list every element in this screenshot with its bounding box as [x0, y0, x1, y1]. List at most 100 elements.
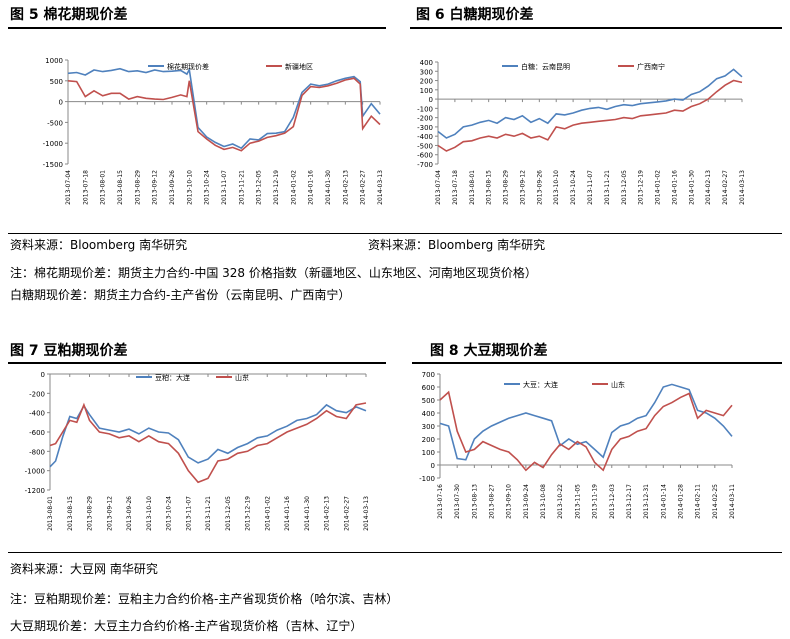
sugar-x-tick-label: 2013-09-26	[536, 170, 543, 205]
soybean-x-tick-label: 2014-02-11	[695, 484, 702, 519]
soybean-y-tick-label: 300	[422, 423, 435, 431]
sugar-legend-label: 白糖：云南昆明	[521, 62, 570, 71]
sugar-y-tick-label: -700	[417, 161, 433, 169]
soymeal-x-tick-label: 2013-11-21	[205, 496, 212, 531]
soybean-legend-label: 大豆：大连	[523, 380, 558, 389]
soybean-x-tick-label: 2013-11-05	[574, 484, 581, 519]
soymeal-x-tick-label: 2014-03-13	[363, 496, 370, 531]
source-left: 资料来源：Bloomberg 南华研究	[10, 238, 188, 252]
sugar-y-tick-label: -600	[417, 152, 433, 160]
soymeal-y-tick-label: -400	[29, 410, 45, 418]
top-rule-left	[8, 27, 386, 29]
sugar-legend-label: 广西南宁	[637, 62, 665, 71]
soymeal-legend-label: 豆粕：大连	[155, 373, 190, 382]
soybean-series-1-line	[439, 383, 733, 461]
sugar-x-tick-label: 2013-10-10	[553, 170, 560, 205]
soymeal-y-tick-label: -800	[29, 448, 45, 456]
sugar-x-tick-label: 2014-01-30	[688, 170, 695, 205]
soybean-x-tick-label: 2013-10-22	[557, 484, 564, 519]
cotton-y-tick-label: 500	[50, 78, 63, 86]
sugar-x-tick-label: 2013-07-04	[435, 170, 442, 205]
fig5-title: 图 5 棉花期现价差	[10, 7, 128, 23]
source-bottom: 资料来源：大豆网 南华研究	[10, 562, 158, 576]
cotton-x-tick-label: 2013-08-15	[117, 170, 124, 205]
soymeal-x-tick-label: 2013-12-05	[225, 496, 232, 531]
cotton-x-tick-label: 2014-02-13	[342, 170, 349, 205]
soymeal-x-tick-label: 2013-09-26	[126, 496, 133, 531]
sugar-y-tick-label: -100	[417, 105, 433, 113]
cotton-x-tick-label: 2013-07-18	[82, 170, 89, 205]
cotton-y-tick-label: -1500	[43, 161, 63, 169]
soybean-x-tick-label: 2013-11-19	[592, 484, 599, 519]
cotton-x-tick-label: 2013-11-21	[238, 170, 245, 205]
soymeal-x-tick-label: 2014-02-13	[324, 496, 331, 531]
soymeal-y-tick-label: 0	[41, 371, 45, 379]
soymeal-y-tick-label: -600	[29, 429, 45, 437]
cotton-y-tick-label: 1000	[45, 57, 63, 65]
soybean-y-tick-label: 200	[422, 436, 435, 444]
soymeal-legend-label: 山东	[235, 373, 249, 382]
cotton-x-tick-label: 2013-08-29	[134, 170, 141, 205]
soymeal-x-tick-label: 2014-01-02	[264, 496, 271, 531]
fig6-title: 图 6 白糖期现价差	[416, 7, 534, 23]
soybean-y-tick-label: 0	[431, 462, 435, 470]
sugar-x-tick-label: 2013-08-01	[469, 170, 476, 205]
soymeal-x-tick-label: 2014-02-27	[343, 496, 350, 531]
soybean-x-tick-label: 2013-10-08	[540, 484, 547, 519]
cotton-x-tick-label: 2013-11-07	[221, 170, 228, 205]
cotton-x-tick-label: 2014-03-13	[377, 170, 384, 205]
cotton-x-tick-label: 2013-08-01	[100, 170, 107, 205]
soybean-x-tick-label: 2014-02-25	[712, 484, 719, 519]
source-right: 资料来源：Bloomberg 南华研究	[368, 238, 546, 252]
soymeal-x-tick-label: 2013-12-19	[245, 496, 252, 531]
cotton-note: 注：棉花期现价差：期货主力合约-中国 328 价格指数（新疆地区、山东地区、河南…	[10, 266, 537, 280]
fig7-title: 图 7 豆粕期现价差	[10, 343, 128, 359]
soymeal-x-tick-label: 2013-08-15	[67, 496, 74, 531]
soymeal-x-tick-label: 2013-10-10	[146, 496, 153, 531]
sugar-x-tick-label: 2014-03-13	[739, 170, 746, 205]
soybean-y-tick-label: 600	[422, 384, 435, 392]
soymeal-x-tick-label: 2013-08-01	[47, 496, 54, 531]
sugar-x-tick-label: 2014-02-13	[705, 170, 712, 205]
soybean-x-tick-label: 2014-03-11	[729, 484, 736, 519]
sugar-y-tick-label: 300	[420, 68, 433, 76]
sugar-x-tick-label: 2013-11-21	[604, 170, 611, 205]
rule-below-bottom-charts	[8, 552, 782, 553]
sugar-x-tick-label: 2013-09-12	[519, 170, 526, 205]
soybean-x-tick-label: 2013-07-30	[454, 484, 461, 519]
soybean-legend-label: 山东	[611, 380, 625, 389]
sugar-x-tick-label: 2013-12-19	[638, 170, 645, 205]
sugar-y-tick-label: -400	[417, 133, 433, 141]
cotton-x-tick-label: 2014-02-27	[360, 170, 367, 205]
soybean-x-tick-label: 2014-01-28	[677, 484, 684, 519]
cotton-x-tick-label: 2013-07-04	[65, 170, 72, 205]
sugar-x-tick-label: 2013-08-15	[486, 170, 493, 205]
soybean-x-tick-label: 2013-09-10	[506, 484, 513, 519]
top-rule-right	[410, 27, 782, 29]
rule-below-top-charts	[8, 233, 782, 234]
soymeal-x-tick-label: 2013-09-12	[106, 496, 113, 531]
cotton-x-tick-label: 2013-12-05	[256, 170, 263, 205]
cotton-y-tick-label: 0	[59, 99, 63, 107]
sugar-y-tick-label: 100	[420, 87, 433, 95]
soybean-y-tick-label: -100	[419, 475, 435, 483]
fig8-title: 图 8 大豆期现价差	[430, 343, 548, 359]
sugar-y-tick-label: 400	[420, 59, 433, 67]
cotton-x-tick-label: 2013-10-24	[204, 170, 211, 205]
soy-note: 大豆期现价差：大豆主力合约价格-主产省现货价格（吉林、辽宁）	[10, 619, 363, 633]
cotton-x-tick-label: 2014-01-16	[308, 170, 315, 205]
cotton-y-tick-label: -1000	[43, 140, 63, 148]
soybean-x-tick-label: 2013-12-03	[609, 484, 616, 519]
soybean-y-tick-label: 700	[422, 371, 435, 379]
sugar-y-tick-label: -300	[417, 124, 433, 132]
cotton-y-tick-label: -500	[47, 119, 63, 127]
soybean-x-tick-label: 2014-01-14	[660, 484, 667, 519]
soybean-x-tick-label: 2013-08-27	[489, 484, 496, 519]
cotton-x-tick-label: 2013-12-19	[273, 170, 280, 205]
soybean-x-tick-label: 2013-08-13	[471, 484, 478, 519]
sugar-y-tick-label: 0	[429, 96, 433, 104]
sugar-x-tick-label: 2014-02-27	[722, 170, 729, 205]
soybean-x-tick-label: 2013-09-24	[523, 484, 530, 519]
